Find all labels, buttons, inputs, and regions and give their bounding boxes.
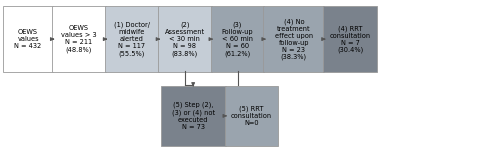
FancyBboxPatch shape	[224, 86, 278, 146]
FancyBboxPatch shape	[105, 6, 159, 72]
Text: OEWS
values > 3
N = 211
(48.8%): OEWS values > 3 N = 211 (48.8%)	[61, 25, 97, 53]
Text: OEWS
values
N = 432: OEWS values N = 432	[14, 29, 42, 49]
Text: (2)
Assessment
< 30 min
N = 98
(83.8%): (2) Assessment < 30 min N = 98 (83.8%)	[164, 22, 204, 57]
FancyBboxPatch shape	[324, 6, 377, 72]
FancyBboxPatch shape	[158, 6, 212, 72]
Text: (3)
Follow-up
< 60 min
N = 60
(61.2%): (3) Follow-up < 60 min N = 60 (61.2%)	[222, 22, 254, 57]
FancyBboxPatch shape	[3, 6, 53, 72]
Text: (1) Doctor/
midwife
alerted
N = 117
(55.5%): (1) Doctor/ midwife alerted N = 117 (55.…	[114, 22, 150, 57]
FancyBboxPatch shape	[210, 6, 264, 72]
Text: (5) Step (2),
(3) or (4) not
executed
N = 73: (5) Step (2), (3) or (4) not executed N …	[172, 102, 214, 130]
FancyBboxPatch shape	[264, 6, 324, 72]
Text: (5) RRT
consultation
N=0: (5) RRT consultation N=0	[231, 106, 272, 126]
Text: (4) No
treatment
effect upon
follow-up
N = 23
(38.3%): (4) No treatment effect upon follow-up N…	[275, 18, 313, 60]
FancyBboxPatch shape	[160, 86, 226, 146]
Text: (4) RRT
consultation
N = 7
(30.4%): (4) RRT consultation N = 7 (30.4%)	[330, 25, 371, 53]
FancyBboxPatch shape	[52, 6, 106, 72]
